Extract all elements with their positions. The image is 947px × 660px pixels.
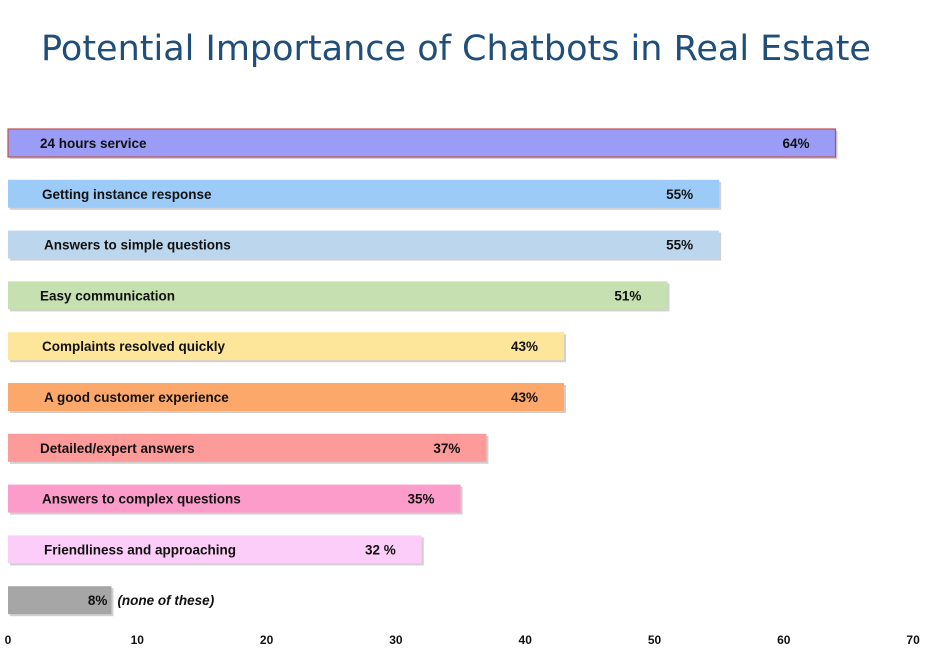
bar-value-label: 55% xyxy=(666,238,693,253)
x-tick-label: 50 xyxy=(648,633,662,647)
bar xyxy=(8,179,720,208)
bar xyxy=(8,383,564,411)
x-tick-label: 40 xyxy=(519,633,533,647)
bar xyxy=(7,128,837,158)
bar-category-label: Detailed/expert answers xyxy=(40,441,195,456)
bar xyxy=(8,332,564,361)
bar-category-label: 24 hours service xyxy=(40,136,147,151)
bar-group: Answers to simple questions 55% xyxy=(8,230,722,261)
bar-group: Friendliness and approaching 32 % xyxy=(8,535,424,566)
bar-value-label: 35% xyxy=(408,492,435,507)
bar-category-label: A good customer experience xyxy=(44,390,229,405)
bar-note-label: (none of these) xyxy=(117,593,214,608)
bar-category-label: Easy communication xyxy=(40,288,175,303)
bar xyxy=(8,433,487,462)
bar-group: 8% (none of these) xyxy=(8,586,215,617)
bar-value-label: 32 % xyxy=(365,542,396,557)
bar xyxy=(8,535,422,564)
chart-title: Potential Importance of Chatbots in Real… xyxy=(41,29,871,69)
x-axis-ticks: 0 10 20 30 40 50 60 70 xyxy=(5,633,920,647)
x-tick-label: 60 xyxy=(777,633,791,647)
x-tick-label: 20 xyxy=(260,633,274,647)
bar-group: Getting instance response 55% xyxy=(8,179,722,210)
x-tick-label: 30 xyxy=(389,633,403,647)
x-tick-label: 0 xyxy=(5,633,12,647)
bar-category-label: Complaints resolved quickly xyxy=(42,339,226,354)
bar-category-label: Answers to complex questions xyxy=(42,492,241,507)
bars-layer: 24 hours service 64% Getting instance resp… xyxy=(7,128,838,617)
bar-category-label: Answers to simple questions xyxy=(44,238,231,253)
x-tick-label: 70 xyxy=(906,633,920,647)
bar-value-label: 43% xyxy=(511,339,538,354)
bar-group: Detailed/expert answers 37% xyxy=(8,433,489,464)
bar xyxy=(8,281,668,310)
bar-value-label: 55% xyxy=(666,187,693,202)
bar-value-label: 37% xyxy=(433,441,460,456)
bar-category-label: Friendliness and approaching xyxy=(44,542,236,557)
bar-value-label: 64% xyxy=(782,136,809,151)
x-tick-label: 10 xyxy=(131,633,145,647)
bar xyxy=(8,586,112,615)
bar-value-label: 43% xyxy=(511,390,538,405)
bar-group: Answers to complex questions 35% xyxy=(8,484,463,515)
bar-group: Complaints resolved quickly 43% xyxy=(8,332,566,363)
bar-value-label: 8% xyxy=(88,593,108,608)
bar-category-label: Getting instance response xyxy=(42,187,212,202)
bar-group: 24 hours service 64% xyxy=(7,128,838,159)
bar xyxy=(8,230,720,259)
bar-group: Easy communication 51% xyxy=(8,281,670,312)
bar-value-label: 51% xyxy=(614,288,641,303)
bar xyxy=(8,484,461,513)
bar-group: A good customer experience 43% xyxy=(8,383,566,413)
